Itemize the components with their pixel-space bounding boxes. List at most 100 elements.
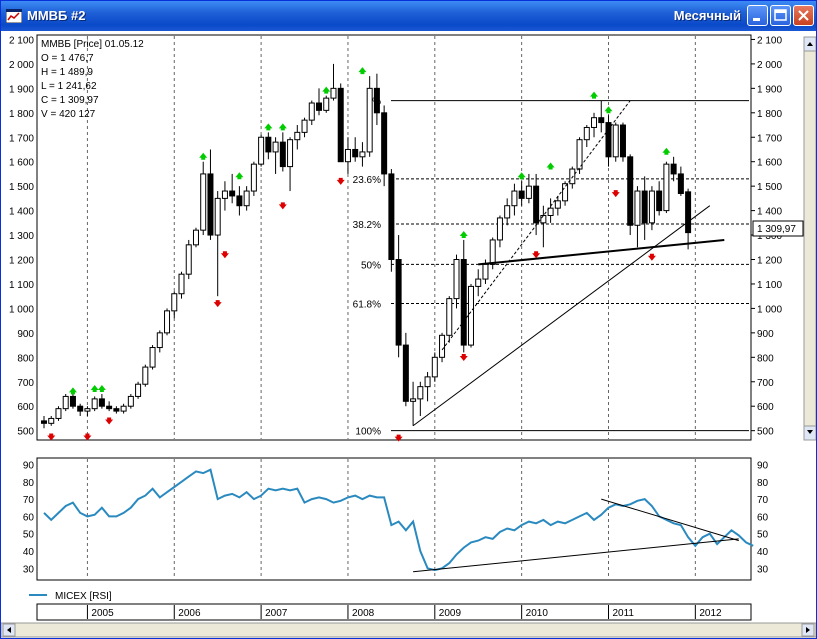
price-tick-right: 500 xyxy=(757,427,774,438)
rsi-trend-line xyxy=(413,538,739,573)
price-tick-right: 1 600 xyxy=(757,158,782,169)
candle-body xyxy=(265,136,272,153)
candle-body xyxy=(352,148,359,158)
chevron-down-icon xyxy=(807,430,813,434)
down-arrow-icon xyxy=(47,433,56,441)
candle-body xyxy=(569,168,576,185)
candle-body xyxy=(316,102,323,111)
price-tick-left: 800 xyxy=(17,353,34,364)
year-label: 2007 xyxy=(265,608,288,619)
candle-body xyxy=(446,298,453,336)
fib-level-label: 61.8% xyxy=(353,300,381,311)
candle-body xyxy=(431,356,438,378)
price-tick-right: 900 xyxy=(757,329,774,340)
candle-body xyxy=(395,259,402,346)
window-title: ММВБ #2 xyxy=(27,8,86,23)
candle-body xyxy=(381,112,388,175)
year-label: 2008 xyxy=(352,608,375,619)
down-arrow-icon xyxy=(213,300,222,308)
chevron-up-icon xyxy=(807,42,813,46)
rsi-panel[interactable] xyxy=(36,457,752,581)
candle-body xyxy=(453,259,460,300)
down-arrow-icon xyxy=(459,353,468,361)
price-tick-left: 1 000 xyxy=(9,304,34,315)
rsi-tick-right: 50 xyxy=(757,530,769,541)
candle-body xyxy=(518,190,525,199)
up-arrow-icon xyxy=(90,384,99,392)
scroll-down-button[interactable] xyxy=(803,425,816,441)
close-button[interactable] xyxy=(793,5,814,26)
year-label: 2012 xyxy=(699,608,722,619)
candle-body xyxy=(619,124,626,158)
year-label: 2006 xyxy=(178,608,201,619)
candle-body xyxy=(142,366,149,385)
title-bar[interactable]: ММВБ #2 Месячный xyxy=(1,1,816,31)
candle-body xyxy=(504,205,511,219)
price-tick-left: 1 400 xyxy=(9,207,34,218)
last-price-label: 1 309,97 xyxy=(752,220,804,237)
candle-body xyxy=(294,131,301,141)
price-tick-left: 500 xyxy=(17,427,34,438)
down-arrow-icon xyxy=(647,253,656,261)
rsi-legend: MICEX [RSI] xyxy=(29,591,112,602)
maximize-button[interactable] xyxy=(770,5,791,26)
candle-body xyxy=(207,173,214,236)
fib-level-label: 38.2% xyxy=(353,220,381,231)
price-tick-left: 1 900 xyxy=(9,84,34,95)
candle-body xyxy=(69,395,76,407)
fib-level-label: 0% xyxy=(367,97,382,108)
price-tick-left: 1 600 xyxy=(9,158,34,169)
rsi-tick-left: 90 xyxy=(23,460,35,471)
candle-body xyxy=(496,217,503,241)
price-tick-right: 1 700 xyxy=(757,133,782,144)
rsi-tick-right: 70 xyxy=(757,495,769,506)
candle-body xyxy=(243,190,250,207)
up-arrow-icon xyxy=(459,230,468,238)
candle-body xyxy=(171,293,178,312)
time-axis xyxy=(36,603,752,621)
candle-body xyxy=(91,398,98,410)
price-tick-right: 1 500 xyxy=(757,182,782,193)
candle-body xyxy=(337,87,344,163)
up-arrow-icon xyxy=(358,67,367,75)
candle-body xyxy=(113,408,120,412)
price-tick-right: 1 900 xyxy=(757,84,782,95)
down-arrow-icon xyxy=(336,177,345,185)
candle-body xyxy=(135,383,142,397)
up-arrow-icon xyxy=(546,162,555,170)
minimize-button[interactable] xyxy=(747,5,768,26)
horizontal-scrollbar[interactable] xyxy=(1,622,816,638)
price-tick-right: 1 100 xyxy=(757,280,782,291)
up-arrow-icon xyxy=(264,123,273,131)
price-tick-left: 2 000 xyxy=(9,60,34,71)
vertical-scrollbar[interactable] xyxy=(803,36,816,441)
scroll-up-button[interactable] xyxy=(803,36,816,52)
chart-area[interactable]: 2 100 2 100 2 000 2 000 1 900 1 900 1 800 1 800… xyxy=(1,31,816,638)
candle-body xyxy=(330,87,337,99)
info-line: O = 1 476,7 xyxy=(41,53,94,64)
candle-body xyxy=(576,139,583,170)
up-arrow-icon xyxy=(278,123,287,131)
candle-body xyxy=(84,408,91,412)
candle-body xyxy=(200,173,207,231)
candle-body xyxy=(591,117,598,128)
candle-body xyxy=(192,229,199,246)
candle-body xyxy=(648,190,655,224)
rsi-tick-left: 80 xyxy=(23,478,35,489)
price-trend-line xyxy=(412,205,711,427)
rsi-trend-line xyxy=(601,498,739,542)
price-tick-left: 1 700 xyxy=(9,133,34,144)
candle-body xyxy=(663,163,670,212)
period-label[interactable]: Месячный xyxy=(673,8,741,23)
candle-body xyxy=(554,200,561,209)
fib-level-label: 23.6% xyxy=(353,175,381,186)
fib-level-label: 100% xyxy=(355,427,381,438)
close-icon xyxy=(798,10,809,21)
candle-body xyxy=(540,214,547,224)
price-tick-right: 800 xyxy=(757,353,774,364)
candle-body xyxy=(106,405,113,410)
candle-body xyxy=(185,244,192,275)
rsi-tick-left: 70 xyxy=(23,495,35,506)
chevron-left-icon xyxy=(7,627,11,633)
